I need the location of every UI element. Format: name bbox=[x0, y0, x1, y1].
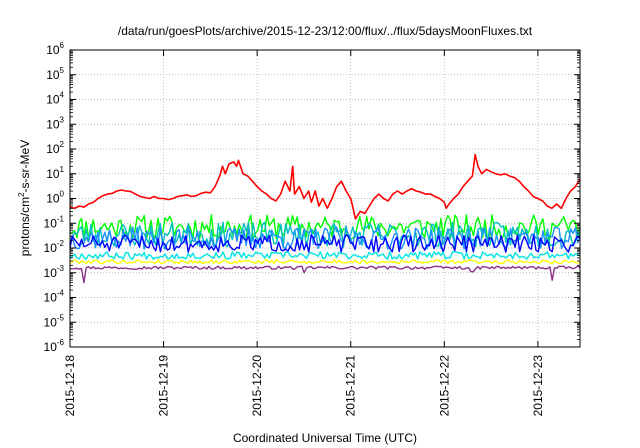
y-tick-label: 10-5 bbox=[44, 313, 65, 329]
x-tick-label: 2015-12-22 bbox=[437, 355, 451, 417]
series-line-0 bbox=[69, 153, 581, 220]
y-tick-label: 105 bbox=[46, 66, 64, 82]
y-axis-label-sup: 2 bbox=[17, 192, 26, 197]
series-line-5 bbox=[69, 251, 581, 260]
x-tick-label: 2015-12-18 bbox=[63, 355, 77, 417]
series-line-3 bbox=[69, 226, 581, 250]
y-tick-label: 106 bbox=[46, 41, 64, 57]
chart-title: /data/run/goesPlots/archive/2015-12-23/1… bbox=[118, 24, 533, 38]
series-layer bbox=[69, 153, 581, 284]
y-axis-label-pre: protons/cm bbox=[18, 197, 32, 256]
grid bbox=[70, 50, 580, 347]
y-tick-label: 102 bbox=[46, 140, 64, 156]
x-tick-label: 2015-12-20 bbox=[250, 355, 264, 417]
series-line-4 bbox=[69, 234, 581, 253]
y-tick-label: 10-2 bbox=[44, 239, 65, 255]
y-tick-label: 10-3 bbox=[44, 264, 65, 280]
y-tick-label: 10-6 bbox=[44, 338, 65, 354]
x-axis-label: Coordinated Universal Time (UTC) bbox=[233, 431, 417, 445]
series-line-7 bbox=[69, 265, 581, 284]
series-line-6 bbox=[69, 259, 581, 265]
ticks: 10-6 10-5 10-4 10-3 10-2 10-1 100 101 102 103 104 1… bbox=[44, 41, 580, 416]
y-axis-label-post: -s-sr-MeV bbox=[18, 140, 32, 193]
y-axis-label: protons/cm2-s-sr-MeV bbox=[17, 140, 32, 256]
y-tick-label: 103 bbox=[46, 115, 64, 131]
x-tick-label: 2015-12-23 bbox=[531, 355, 545, 417]
y-tick-label: 10-4 bbox=[44, 289, 65, 305]
series-line-2 bbox=[69, 221, 581, 248]
x-tick-label: 2015-12-21 bbox=[344, 355, 358, 417]
y-tick-label: 104 bbox=[46, 91, 64, 107]
y-tick-label: 10-1 bbox=[44, 214, 65, 230]
series-line-1 bbox=[69, 214, 581, 241]
y-tick-label: 101 bbox=[46, 165, 64, 181]
x-tick-label: 2015-12-19 bbox=[157, 355, 171, 417]
y-tick-label: 100 bbox=[46, 190, 64, 206]
